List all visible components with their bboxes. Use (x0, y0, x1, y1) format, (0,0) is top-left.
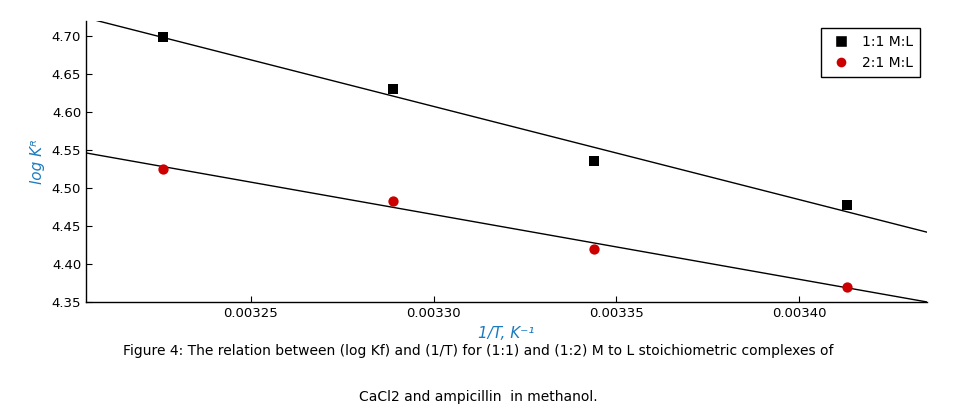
Point (587, 245, 602, 252)
Point (587, 158, 602, 165)
Text: CaCl2 and ampicillin  in methanol.: CaCl2 and ampicillin in methanol. (358, 390, 598, 403)
Text: Figure 4: The relation between (log Kf) and (1/T) for (1:1) and (1:2) M to L sto: Figure 4: The relation between (log Kf) … (122, 344, 834, 357)
Point (839, 202, 855, 209)
Point (155, 166, 170, 172)
X-axis label: 1/T, K⁻¹: 1/T, K⁻¹ (479, 326, 534, 341)
Legend: 1:1 M:L, 2:1 M:L: 1:1 M:L, 2:1 M:L (820, 28, 921, 77)
Point (385, 197, 401, 204)
Point (839, 283, 855, 290)
Y-axis label: log Kᴿ: log Kᴿ (30, 139, 45, 184)
Point (155, 34, 170, 40)
Point (385, 86, 401, 93)
